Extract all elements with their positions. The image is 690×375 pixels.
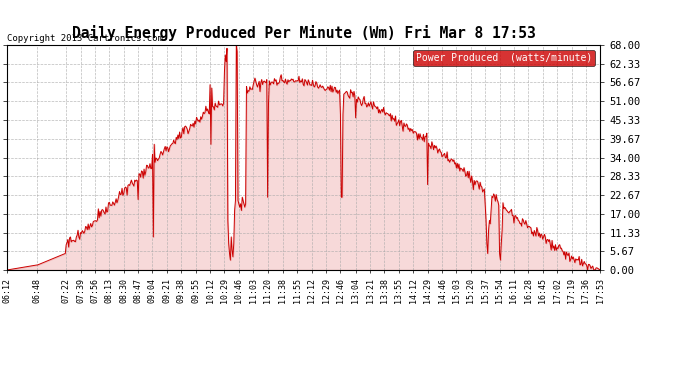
Title: Daily Energy Produced Per Minute (Wm) Fri Mar 8 17:53: Daily Energy Produced Per Minute (Wm) Fr…: [72, 25, 535, 41]
Text: Copyright 2013 Cartronics.com: Copyright 2013 Cartronics.com: [7, 34, 163, 43]
Legend: Power Produced  (watts/minute): Power Produced (watts/minute): [413, 50, 595, 66]
